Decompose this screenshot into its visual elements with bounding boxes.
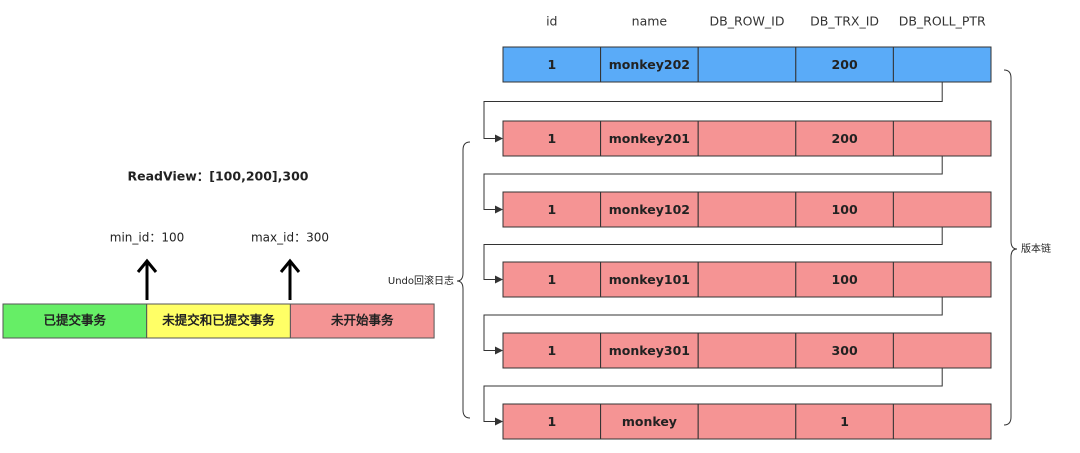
connector [483, 297, 943, 355]
cell-text: monkey102 [609, 202, 690, 217]
cell [697, 403, 797, 440]
cell-text: 200 [832, 57, 858, 72]
cell [502, 261, 602, 298]
cell [892, 403, 992, 440]
cell [502, 403, 602, 440]
cell-text: 1 [547, 57, 556, 72]
cell-text: 100 [832, 272, 858, 287]
cell [600, 403, 699, 440]
cell-text: 1 [547, 131, 556, 146]
chain-label: 版本链 [1021, 242, 1051, 255]
column-header: name [632, 14, 668, 29]
cell-text: 1 [547, 272, 556, 287]
cell [795, 261, 894, 298]
cell [502, 191, 602, 228]
connector [483, 156, 943, 214]
cell [697, 46, 797, 83]
segment-label: 未开始事务 [330, 313, 394, 328]
segment [146, 303, 291, 339]
cell [892, 120, 992, 157]
segment [289, 303, 435, 339]
cell [795, 46, 894, 83]
readview-title: ReadView：[100,200],300 [128, 169, 309, 184]
cell-text: monkey101 [609, 272, 690, 287]
cell [892, 261, 992, 298]
column-header: id [546, 14, 557, 29]
connector [483, 82, 943, 143]
connector [483, 368, 943, 426]
cell-text: monkey [622, 414, 677, 429]
min-id-label: min_id：100 [110, 231, 185, 245]
segment-label: 已提交事务 [44, 313, 107, 328]
cell-text: 1 [547, 343, 556, 358]
max-arrow [279, 258, 301, 300]
cell-text: 1 [840, 414, 849, 429]
cell [892, 191, 992, 228]
cell [795, 332, 894, 369]
cell-text: 200 [832, 131, 858, 146]
cell [697, 332, 797, 369]
cell-text: 1 [547, 414, 556, 429]
connector [483, 227, 943, 284]
cell-text: monkey301 [609, 343, 690, 358]
column-header: DB_TRX_ID [810, 14, 879, 29]
cell [892, 332, 992, 369]
segment [2, 303, 148, 339]
cell [697, 120, 797, 157]
cell [795, 120, 894, 157]
cell [892, 46, 992, 83]
chain-brace [1003, 69, 1018, 426]
cell [600, 261, 699, 298]
cell [795, 191, 894, 228]
cell [795, 403, 894, 440]
cell [697, 261, 797, 298]
cell-text: 100 [832, 202, 858, 217]
undo-brace [456, 141, 471, 419]
undo-label: Undo回滚日志 [388, 274, 454, 287]
min-arrow [136, 258, 158, 300]
max-id-label: max_id：300 [251, 231, 329, 245]
cell [697, 191, 797, 228]
cell-text: 300 [832, 343, 858, 358]
cell-text: monkey201 [609, 131, 690, 146]
cell-text: monkey202 [609, 57, 690, 72]
column-header: DB_ROW_ID [710, 14, 785, 29]
cell [600, 191, 699, 228]
cell-text: 1 [547, 202, 556, 217]
segment-label: 未提交和已提交事务 [161, 313, 275, 328]
column-header: DB_ROLL_PTR [899, 14, 986, 29]
cell [600, 46, 699, 83]
